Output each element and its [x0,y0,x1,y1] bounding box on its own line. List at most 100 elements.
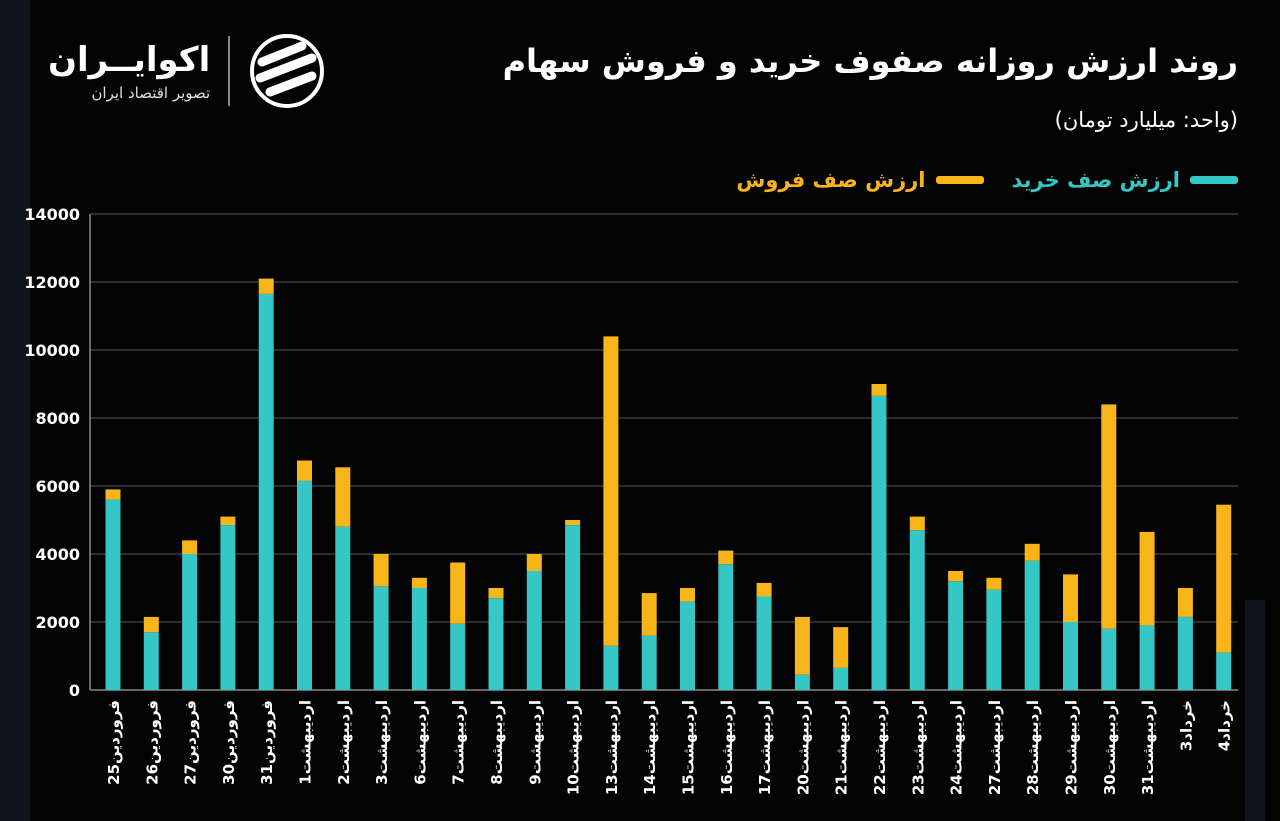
x-tick-label: 15اردیبهشت [680,700,698,795]
bar-buy [373,586,389,690]
x-tick-label: 23اردیبهشت [909,700,927,795]
bar-buy [756,596,772,690]
bar-buy [565,525,581,690]
x-tick-label: 6اردیبهشت [411,700,429,785]
bar-sell [258,278,274,294]
legend-label-sell: ارزش صف فروش [736,168,926,192]
chart-title: روند ارزش روزانه صفوف خرید و فروش سهام [502,42,1238,80]
x-tick-label: 3اردیبهشت [373,700,391,785]
bar-sell [373,554,389,587]
bar-buy [258,293,274,690]
bar-buy [871,395,887,690]
bar-buy [986,589,1002,690]
x-tick-label: 4خرداد [1216,700,1234,751]
bar-sell [335,467,351,527]
logo-tagline: تصویر اقتصاد ایران [91,84,211,102]
x-tick-label: 31اردیبهشت [1139,700,1157,795]
bar-sell [680,588,695,602]
bar-sell [220,516,236,526]
x-tick-label: 22اردیبهشت [871,700,889,795]
bar-sell [411,577,427,588]
bar-sell [794,616,810,675]
legend-swatch-buy [1190,176,1238,184]
x-tick-label: 3خرداد [1177,700,1195,751]
bar-buy [1177,616,1193,690]
bar-buy [220,525,236,690]
logo-divider [228,36,231,106]
bar-sell [1101,404,1117,629]
bar-buy [1139,625,1155,690]
unit-label: (واحد: میلیارد تومان) [1054,108,1238,132]
bar-sell [948,571,964,582]
x-tick-label: 16اردیبهشت [718,700,736,795]
y-tick-label: 6000 [35,477,80,496]
bar-sell [488,588,504,599]
bar-sell [1024,543,1040,561]
legend-swatch-sell [935,176,984,184]
y-tick-label: 14000 [24,205,80,224]
x-tick-label: 14اردیبهشت [641,700,659,795]
bar-buy [680,601,695,690]
bar-buy [1216,652,1232,690]
y-tick-label: 8000 [35,409,80,428]
bar-buy [909,530,925,690]
x-tick-label: 20اردیبهشت [794,700,812,795]
bar-buy [833,667,849,690]
bar-sell [986,577,1002,590]
x-tick-label: 10اردیبهشت [565,700,583,795]
bar-sell [603,336,619,646]
background-decoration [1245,600,1265,821]
bar-sell [182,540,198,554]
x-tick-label: 24اردیبهشت [948,700,966,795]
bar-buy [488,598,504,690]
bar-buy [1101,628,1117,690]
y-tick-label: 4000 [35,545,80,564]
x-tick-label: 1اردیبهشت [297,700,315,785]
bar-sell [756,582,772,597]
bar-sell [1063,574,1078,622]
x-tick-label: 9اردیبهشت [526,700,544,785]
y-tick-label: 0 [69,681,80,700]
bar-buy [143,632,159,690]
bar-buy [718,564,734,690]
bar-buy [1024,560,1040,690]
bar-sell [909,516,925,531]
bar-sell [526,554,542,571]
y-tick-label: 12000 [24,273,80,292]
legend-label-buy: ارزش صف خرید [1011,168,1181,192]
bar-buy [335,526,351,690]
x-tick-label: 17اردیبهشت [756,700,774,795]
y-tick-label: 10000 [24,341,80,360]
x-tick-label: 28اردیبهشت [1024,700,1042,795]
bar-buy [1063,622,1078,690]
logo-name: اکوایــران [48,40,211,80]
bar-sell [1216,504,1232,653]
bar-sell [1139,531,1155,626]
bar-sell [871,384,887,396]
x-tick-label: 30اردیبهشت [1101,700,1119,795]
x-tick-label: 21اردیبهشت [833,700,851,795]
ekoiran-logo-icon [250,34,325,108]
bar-buy [794,674,810,690]
legend: ارزش صف خرید ارزش صف فروش [736,168,1238,192]
bar-buy [948,581,964,690]
bar-buy [411,588,427,690]
legend-item-sell: ارزش صف فروش [736,168,984,192]
x-tick-label: 31فروردین [258,700,276,785]
x-tick-label: 2اردیبهشت [335,700,353,785]
bar-sell [833,627,849,668]
bar-sell [105,489,121,500]
x-tick-label: 13اردیبهشت [603,700,621,795]
bar-sell [1177,588,1193,617]
logo: اکوایــران تصویر اقتصاد ایران [48,32,326,110]
bar-buy [526,571,542,690]
x-tick-label: 26فروردین [143,700,161,785]
bar-sell [297,460,312,481]
x-tick-label: 30فروردین [220,700,238,785]
bar-buy [603,645,619,690]
legend-item-buy: ارزش صف خرید [1011,168,1238,192]
x-tick-label: 29اردیبهشت [1063,700,1081,795]
bar-buy [641,635,657,690]
bar-buy [182,554,198,690]
